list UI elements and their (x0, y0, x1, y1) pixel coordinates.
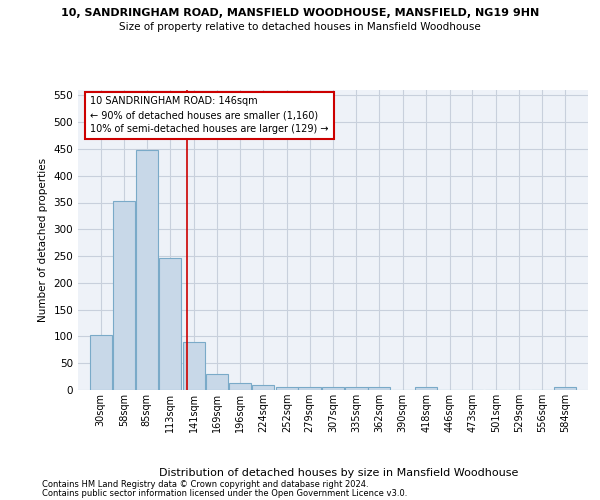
Bar (276, 388, 298, 390)
Bar (136, 150, 158, 390)
Bar (368, 388, 390, 390)
Bar (113, 201, 135, 390)
Bar (229, 382, 251, 390)
Text: Distribution of detached houses by size in Mansfield Woodhouse: Distribution of detached houses by size … (160, 468, 518, 477)
Text: 10 SANDRINGHAM ROAD: 146sqm
← 90% of detached houses are smaller (1,160)
10% of : 10 SANDRINGHAM ROAD: 146sqm ← 90% of det… (90, 96, 329, 134)
Text: Contains HM Land Registry data © Crown copyright and database right 2024.: Contains HM Land Registry data © Crown c… (42, 480, 368, 489)
Bar (415, 388, 437, 390)
Y-axis label: Number of detached properties: Number of detached properties (38, 158, 48, 322)
Bar (89, 335, 112, 390)
Text: Size of property relative to detached houses in Mansfield Woodhouse: Size of property relative to detached ho… (119, 22, 481, 32)
Bar (298, 387, 320, 390)
Text: 10, SANDRINGHAM ROAD, MANSFIELD WOODHOUSE, MANSFIELD, NG19 9HN: 10, SANDRINGHAM ROAD, MANSFIELD WOODHOUS… (61, 8, 539, 18)
Bar (159, 258, 181, 390)
Text: Contains public sector information licensed under the Open Government Licence v3: Contains public sector information licen… (42, 488, 407, 498)
Bar (182, 342, 205, 390)
Bar (322, 388, 344, 390)
Bar (252, 385, 274, 390)
Bar (206, 374, 229, 390)
Bar (346, 388, 368, 390)
Bar (554, 388, 577, 390)
